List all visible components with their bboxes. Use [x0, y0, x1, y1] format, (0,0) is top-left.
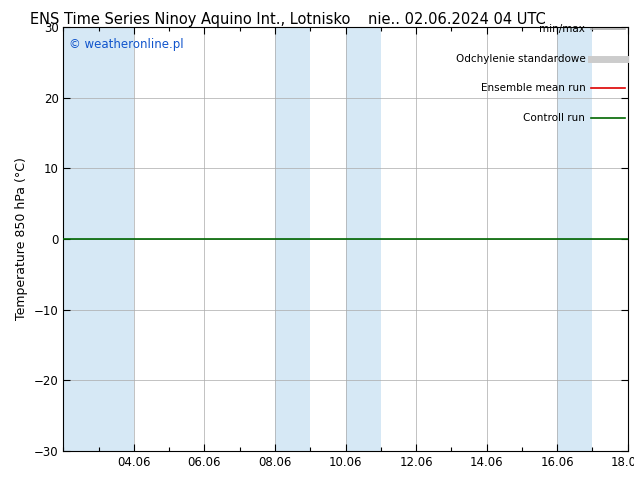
Text: Controll run: Controll run: [524, 113, 585, 123]
Y-axis label: Temperature 850 hPa (°C): Temperature 850 hPa (°C): [15, 157, 29, 320]
Bar: [346, 27, 381, 451]
Text: ENS Time Series Ninoy Aquino Int., Lotnisko: ENS Time Series Ninoy Aquino Int., Lotni…: [30, 12, 351, 27]
Text: nie.. 02.06.2024 04 UTC: nie.. 02.06.2024 04 UTC: [368, 12, 545, 27]
Bar: [63, 27, 99, 451]
Bar: [628, 27, 634, 451]
Text: Odchylenie standardowe: Odchylenie standardowe: [456, 54, 585, 64]
Bar: [557, 27, 592, 451]
Text: Ensemble mean run: Ensemble mean run: [481, 83, 585, 94]
Bar: [275, 27, 310, 451]
Bar: [99, 27, 134, 451]
Text: © weatheronline.pl: © weatheronline.pl: [69, 38, 184, 50]
Text: min/max: min/max: [540, 24, 585, 34]
